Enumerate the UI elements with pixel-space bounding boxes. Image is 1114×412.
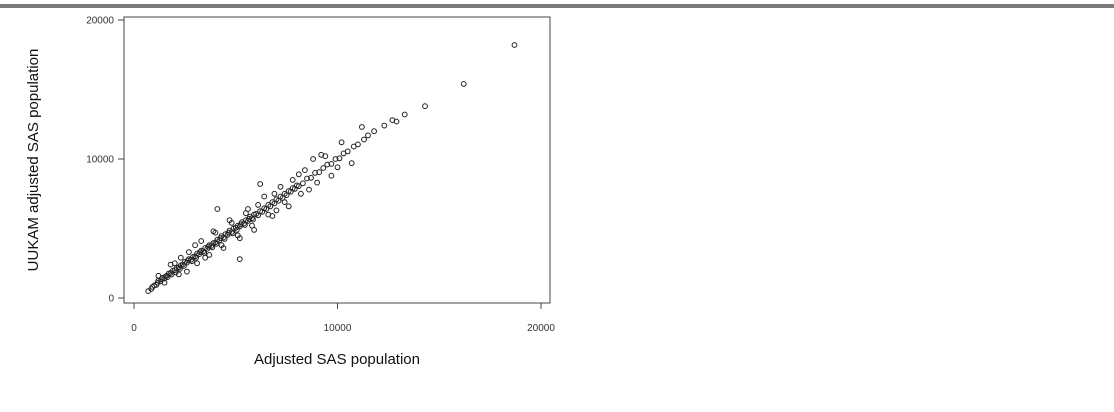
- data-point: [164, 274, 171, 281]
- data-point: [295, 171, 302, 178]
- data-point: [401, 111, 408, 118]
- data-point: [338, 139, 345, 146]
- data-point: [158, 276, 165, 283]
- top-divider: [0, 4, 1114, 8]
- scatter-points: [145, 42, 518, 295]
- data-point: [371, 128, 378, 135]
- data-point: [308, 174, 314, 181]
- data-point: [289, 177, 296, 183]
- data-point: [273, 207, 280, 214]
- data-point: [176, 265, 183, 272]
- data-point: [205, 243, 212, 250]
- data-point: [214, 206, 221, 212]
- x-tick-label: 10000: [324, 323, 352, 334]
- data-point: [271, 190, 278, 197]
- data-point: [306, 186, 312, 193]
- data-point: [206, 252, 213, 258]
- data-point: [332, 156, 339, 162]
- data-point: [381, 122, 388, 129]
- data-point: [198, 238, 205, 244]
- x-axis-title: Adjusted SAS population: [254, 351, 420, 368]
- y-tick-label: 0: [108, 294, 114, 305]
- data-point: [348, 160, 355, 167]
- data-point: [422, 103, 428, 110]
- data-point: [236, 256, 243, 263]
- data-point: [511, 42, 518, 48]
- data-point: [344, 148, 351, 155]
- data-point: [218, 242, 225, 249]
- data-point: [361, 136, 367, 143]
- data-point: [212, 229, 219, 236]
- data-point: [302, 167, 308, 174]
- data-point: [324, 161, 331, 168]
- data-point: [155, 272, 162, 279]
- y-axis-title: UUKAM adjusted SAS population: [25, 49, 42, 272]
- data-point: [161, 279, 168, 286]
- y-axis: 0 10000 20000: [86, 16, 124, 305]
- data-point: [336, 155, 343, 162]
- x-axis: 0 10000 20000: [131, 303, 555, 334]
- data-point: [277, 183, 284, 190]
- data-point: [359, 124, 365, 130]
- data-point: [298, 190, 304, 197]
- data-point: [192, 242, 199, 249]
- data-point: [328, 172, 335, 179]
- y-tick-label: 10000: [86, 155, 114, 166]
- data-point: [328, 161, 335, 167]
- data-point: [304, 175, 310, 182]
- data-point: [185, 257, 191, 264]
- data-point: [355, 141, 361, 148]
- data-point: [365, 132, 371, 139]
- x-tick-label: 0: [131, 323, 137, 334]
- data-point: [281, 199, 288, 206]
- data-point: [202, 254, 209, 261]
- data-point: [285, 203, 292, 210]
- data-point: [175, 271, 182, 278]
- data-point: [314, 179, 321, 186]
- data-point: [310, 156, 317, 162]
- data-point: [184, 268, 190, 275]
- x-tick-label: 20000: [527, 323, 555, 334]
- data-point: [300, 180, 306, 187]
- data-point: [197, 249, 204, 256]
- data-point: [228, 220, 235, 226]
- data-point: [460, 81, 467, 87]
- data-point: [257, 181, 264, 187]
- y-tick-label: 20000: [86, 16, 114, 27]
- data-point: [312, 170, 319, 176]
- data-point: [295, 183, 302, 190]
- data-point: [243, 210, 249, 217]
- data-point: [316, 169, 323, 176]
- data-point: [255, 202, 262, 208]
- data-point: [261, 193, 268, 200]
- data-point: [393, 118, 400, 125]
- data-point: [249, 222, 255, 229]
- data-point: [265, 211, 272, 218]
- data-point: [320, 165, 327, 171]
- data-point: [334, 164, 341, 171]
- data-point: [171, 260, 178, 267]
- data-point: [194, 260, 201, 267]
- data-point: [186, 249, 192, 256]
- data-point: [177, 254, 184, 261]
- data-point: [181, 263, 187, 269]
- data-point: [234, 232, 241, 239]
- data-point: [322, 153, 329, 160]
